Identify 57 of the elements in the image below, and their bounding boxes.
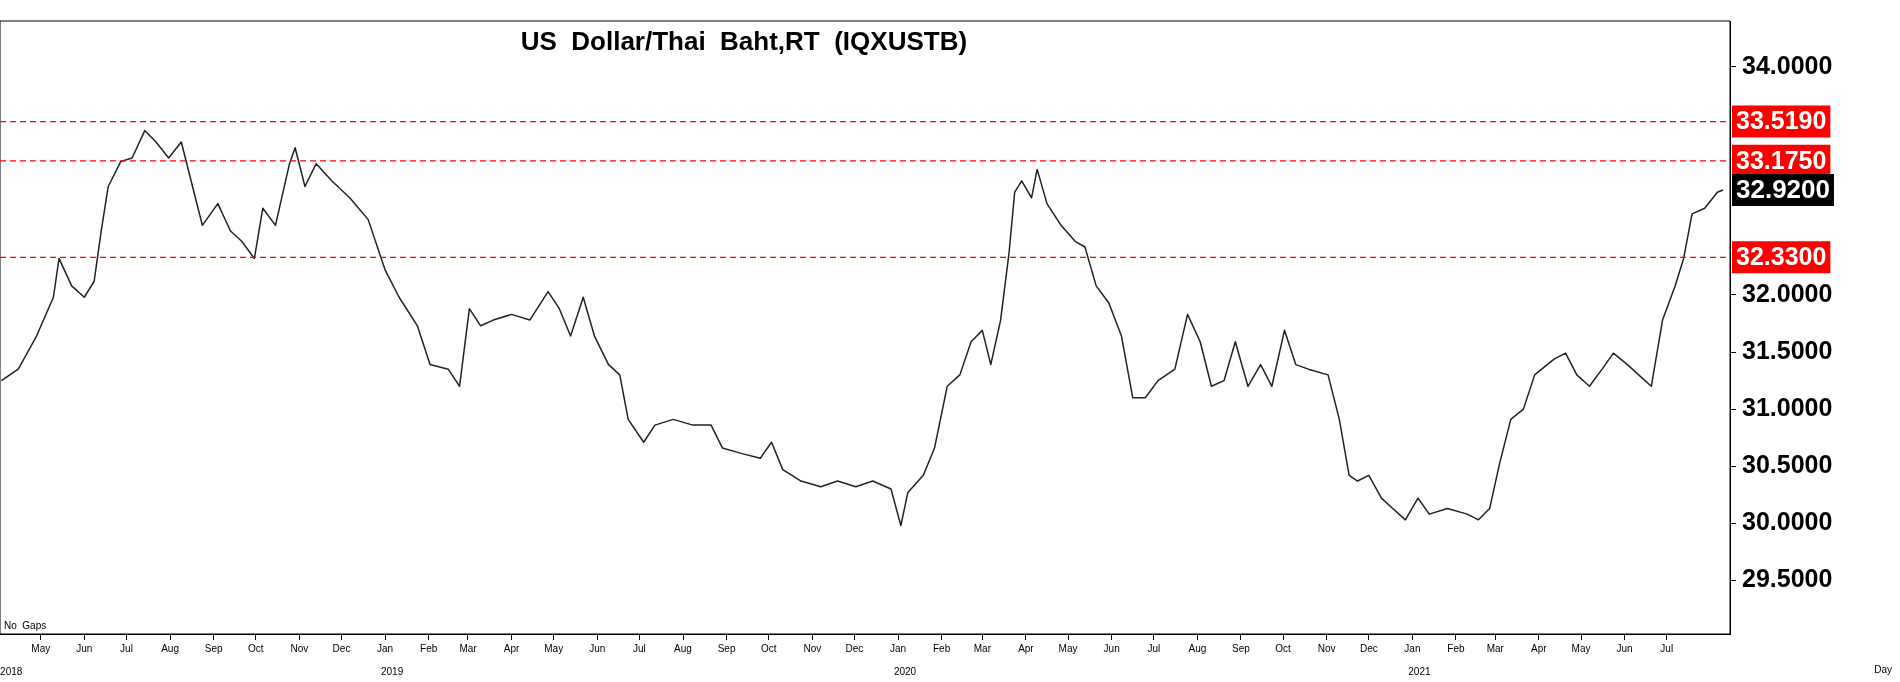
x-tick-label: May — [31, 642, 51, 654]
x-tick-label: Jul — [633, 642, 646, 654]
x-tick-label: Jan — [1404, 642, 1421, 654]
y-tick-label: 30.0000 — [1742, 507, 1833, 536]
x-tick-label: Mar — [459, 642, 478, 654]
x-tick-label: Feb — [420, 642, 438, 654]
y-tick-label: 32.0000 — [1742, 278, 1833, 307]
x-tick-label: Dec — [332, 642, 351, 654]
x-tick-label: May — [1058, 642, 1078, 654]
annotation: No Gaps — [4, 619, 47, 631]
ref-line-label: 33.5190 — [1736, 106, 1827, 135]
x-tick-label: Aug — [161, 642, 179, 654]
x-tick-label: Apr — [1018, 642, 1035, 654]
x-tick-label: Nov — [803, 642, 822, 654]
y-tick-label: 34.0000 — [1742, 50, 1833, 79]
x-tick-label: Jun — [1616, 642, 1633, 654]
x2-tick-label: 2018 — [0, 665, 23, 677]
x-tick-label: Mar — [1486, 642, 1505, 654]
x-tick-label: Jan — [377, 642, 394, 654]
chart-title: US Dollar/Thai Baht,RT (IQXUSTB) — [520, 26, 968, 57]
x-tick-label: Jun — [589, 642, 606, 654]
x-tick-label: Feb — [932, 642, 951, 654]
x2-tick-label: 2020 — [893, 665, 917, 677]
x-tick-label: Aug — [674, 642, 692, 654]
x-tick-label: Sep — [204, 642, 223, 654]
x-tick-label: Sep — [717, 642, 736, 654]
ref-line-label: 33.1750 — [1736, 145, 1827, 174]
x-tick-label: Oct — [247, 642, 264, 654]
x-tick-label: Dec — [845, 642, 864, 654]
x-tick-label: Apr — [1531, 642, 1548, 654]
x-tick-label: Jan — [889, 642, 907, 654]
annotation: 32.9200 — [1736, 174, 1830, 205]
x-tick-label: Sep — [1232, 642, 1251, 654]
x-tick-label: Jul — [120, 642, 133, 654]
x-tick-label: Jun — [76, 642, 93, 654]
ref-line-label: 32.3300 — [1736, 242, 1827, 271]
x2-tick-label: 2019 — [380, 665, 404, 677]
x-tick-label: Jun — [1103, 642, 1120, 654]
y-tick-label: 31.0000 — [1742, 393, 1833, 422]
x-tick-label: Oct — [760, 642, 777, 654]
x-tick-label: Apr — [503, 642, 520, 654]
x-tick-label: Dec — [1359, 642, 1378, 654]
x-tick-label: Jul — [1147, 642, 1161, 654]
y-tick-label: 31.5000 — [1742, 335, 1833, 364]
y-tick-label: 30.5000 — [1742, 450, 1833, 479]
x-tick-label: May — [1571, 642, 1591, 654]
x2-tick-label: 2021 — [1408, 665, 1431, 677]
x-tick-label: Mar — [973, 642, 992, 654]
x-tick-label: Aug — [1188, 642, 1207, 654]
x-tick-label: Feb — [1447, 642, 1466, 654]
text: Day — [1874, 663, 1892, 675]
x-tick-label: Jul — [1660, 642, 1674, 654]
x-tick-label: Nov — [1317, 642, 1336, 654]
x-tick-label: Nov — [290, 642, 309, 654]
x-tick-label: Oct — [1275, 642, 1292, 654]
y-tick-label: 29.5000 — [1742, 564, 1833, 593]
x-tick-label: May — [544, 642, 564, 654]
